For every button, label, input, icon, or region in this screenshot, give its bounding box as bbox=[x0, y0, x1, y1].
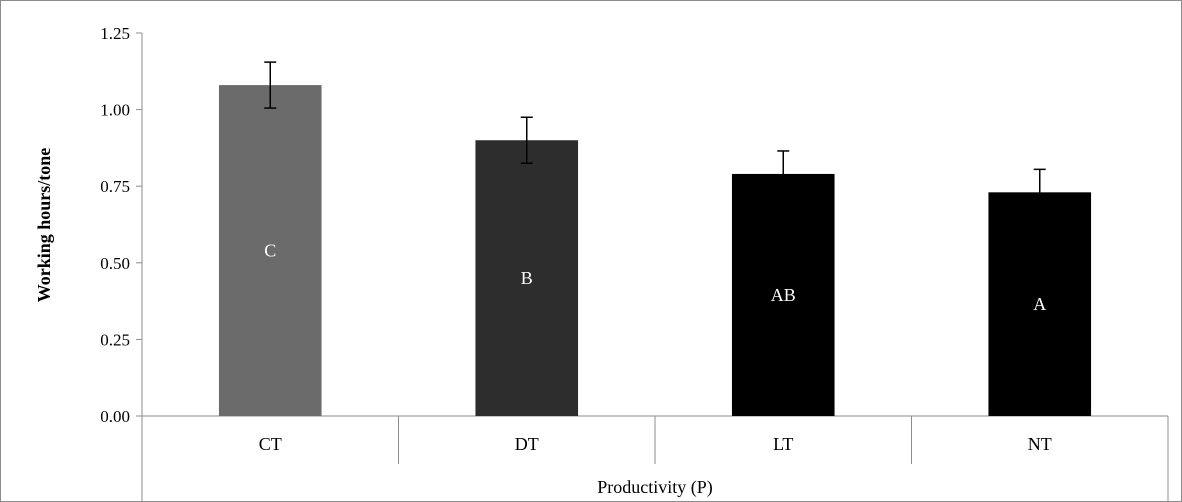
bar-label-ct: C bbox=[264, 241, 276, 261]
bar-label-dt: B bbox=[521, 268, 533, 288]
y-tick-label: 0.75 bbox=[100, 177, 130, 196]
bar-label-nt: A bbox=[1033, 294, 1046, 314]
y-tick-label: 1.00 bbox=[100, 101, 130, 120]
x-tick-label: NT bbox=[1028, 434, 1052, 454]
x-axis-title: Productivity (P) bbox=[597, 477, 713, 498]
y-axis-title: Working hours/tone bbox=[34, 148, 54, 303]
bar-lt bbox=[731, 173, 835, 416]
bar-label-lt: AB bbox=[771, 285, 796, 305]
y-tick-label: 1.25 bbox=[100, 24, 130, 43]
x-tick-label: CT bbox=[259, 434, 282, 454]
y-tick-label: 0.00 bbox=[100, 407, 130, 426]
y-tick-label: 0.50 bbox=[100, 254, 130, 273]
bar-dt bbox=[475, 140, 579, 417]
bar-ct bbox=[218, 85, 322, 416]
x-tick-label: DT bbox=[515, 434, 539, 454]
bar-nt bbox=[988, 192, 1092, 416]
y-tick-label: 0.25 bbox=[100, 330, 130, 349]
x-tick-label: LT bbox=[773, 434, 793, 454]
